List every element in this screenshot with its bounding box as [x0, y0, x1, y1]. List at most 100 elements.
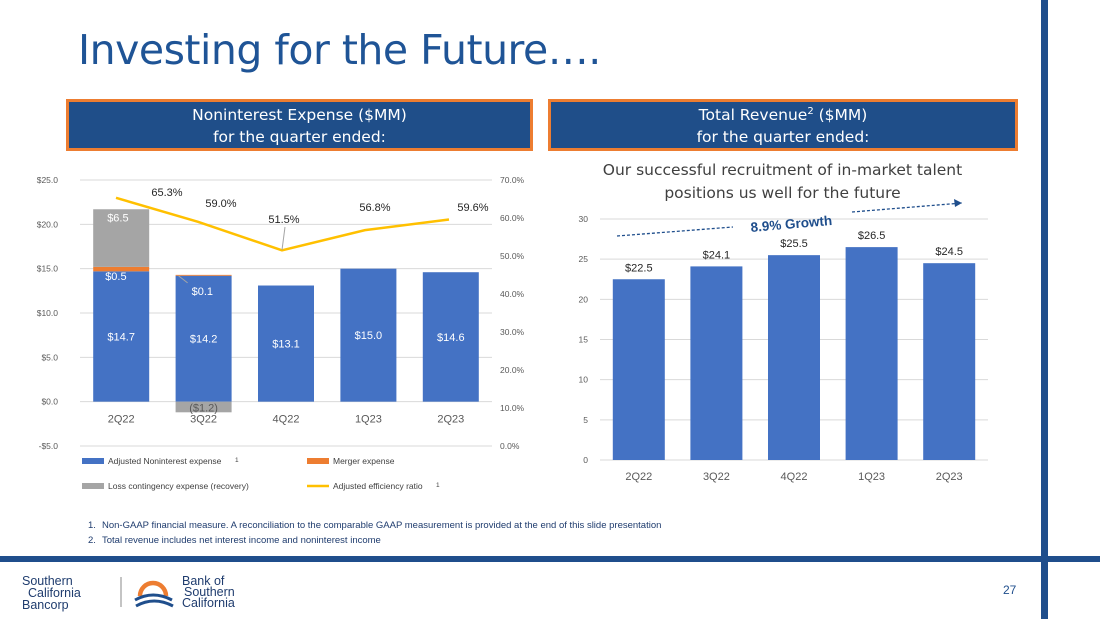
x-tick-label: 2Q23 — [936, 471, 963, 483]
revenue-subtitle-line2: positions us well for the future — [664, 184, 901, 202]
legend-footnote-efficiency: 1 — [436, 482, 440, 489]
footnote-1-number: 1. — [88, 520, 96, 531]
bar-merger-expense — [175, 274, 232, 276]
bar-adjusted-expense — [340, 268, 397, 402]
bar-adjusted-expense — [175, 275, 232, 402]
y2-tick-label: 60.0% — [500, 213, 525, 223]
bar-label-merger: $0.1 — [192, 286, 213, 298]
legend-label-adjusted: Adjusted Noninterest expense — [108, 456, 222, 466]
noninterest-expense-chart: -$5.0 $0.0 $5.0 $10.0 $15.0 $20.0 $25.0 0.0% 10.… — [37, 175, 525, 491]
x-tick-label: 4Q22 — [273, 414, 300, 426]
sun-wave-icon — [134, 580, 174, 608]
noninterest-header-line2: for the quarter ended: — [213, 128, 386, 146]
footer-logos: Southern California Bancorp Bank of Sout… — [22, 574, 235, 612]
footnote-1-text: Non-GAAP financial measure. A reconcilia… — [102, 520, 662, 531]
logo-right-line1: Bank of — [182, 574, 225, 588]
y-tick-label: 0 — [583, 455, 588, 465]
y2-tick-label: 0.0% — [500, 441, 520, 451]
revenue-header-footnote-ref: 2 — [807, 106, 814, 117]
logo-left-line2: California — [28, 586, 81, 600]
y2-tick-label: 50.0% — [500, 251, 525, 261]
revenue-bar-label: $24.5 — [935, 246, 963, 258]
y-tick-label: -$5.0 — [39, 441, 59, 451]
bar-loss-recovery — [175, 401, 232, 413]
bar-label-loss-recovery: ($1.2) — [189, 402, 218, 414]
footnote-2: 2. Total revenue includes net interest in… — [88, 533, 661, 548]
bar-label-adjusted: $15.0 — [355, 330, 383, 342]
bar-label-merger: $0.5 — [105, 271, 126, 283]
revenue-header-line1: Total Revenue2 ($MM) — [551, 104, 1015, 126]
x-tick-label: 1Q23 — [355, 414, 382, 426]
efficiency-ratio-line — [115, 196, 450, 252]
revenue-bar-label: $24.1 — [703, 249, 731, 261]
logo-right-line3: California — [182, 596, 235, 610]
revenue-bar — [612, 279, 665, 460]
bar-label-loss-contingency: $6.5 — [107, 212, 128, 224]
efficiency-ratio-label: 56.8% — [359, 202, 390, 214]
legend-label-merger: Merger expense — [333, 456, 395, 466]
page-title: Investing for the Future…. — [78, 26, 601, 74]
logo-left-line3: Bancorp — [22, 598, 69, 612]
x-tick-label: 2Q23 — [437, 414, 464, 426]
x-tick-label: 1Q23 — [858, 471, 885, 483]
revenue-bar — [923, 263, 976, 460]
x-tick-label: 2Q22 — [108, 414, 135, 426]
legend-swatch-merger — [307, 458, 329, 464]
bar-label-adjusted: $13.1 — [272, 339, 300, 351]
bar-label-adjusted: $14.2 — [190, 334, 218, 346]
y-tick-label: 15 — [579, 335, 589, 345]
footnote-2-text: Total revenue includes net interest inco… — [102, 535, 381, 546]
merger-label-leader — [178, 275, 188, 284]
southern-california-bancorp-logo: Southern California Bancorp — [22, 574, 81, 612]
revenue-header-unit: ($MM) — [813, 106, 868, 124]
bar-adjusted-expense — [93, 271, 150, 402]
x-tick-label: 3Q22 — [190, 414, 217, 426]
legend-label-efficiency: Adjusted efficiency ratio — [333, 481, 423, 491]
footnote-1: 1. Non-GAAP financial measure. A reconcil… — [88, 518, 661, 533]
revenue-subtitle-line1: Our successful recruitment of in-market … — [602, 161, 963, 179]
revenue-bar — [845, 247, 898, 460]
bar-merger-expense — [93, 266, 150, 272]
footer-bar — [0, 556, 1100, 562]
efficiency-ratio-label: 59.6% — [457, 202, 488, 214]
bar-adjusted-expense — [422, 272, 479, 402]
legend-swatch-adjusted — [82, 458, 104, 464]
x-tick-label: 2Q22 — [625, 471, 652, 483]
growth-arrow-left — [616, 226, 734, 237]
noninterest-header-line1: Noninterest Expense ($MM) — [192, 106, 407, 124]
total-revenue-header: Total Revenue2 ($MM) for the quarter end… — [548, 99, 1018, 151]
x-tick-label: 4Q22 — [781, 471, 808, 483]
y2-tick-label: 70.0% — [500, 175, 525, 185]
y-tick-label: 5 — [583, 415, 588, 425]
y-tick-label: $25.0 — [37, 175, 59, 185]
total-revenue-chart: 0 5 10 15 20 25 30 $22.5 2Q22 $24.1 3Q22 $25.5 4Q22 $… — [579, 199, 988, 483]
logo-left-line1: Southern — [22, 574, 73, 588]
legend-label-loss: Loss contingency expense (recovery) — [108, 481, 249, 491]
bank-of-southern-california-logo: Bank of Southern California — [134, 574, 235, 610]
efficiency-label-leader — [281, 226, 286, 251]
efficiency-ratio-label: 51.5% — [268, 214, 299, 226]
footnote-2-number: 2. — [88, 535, 96, 546]
y-tick-label: 10 — [579, 375, 589, 385]
page-number: 27 — [1003, 583, 1017, 597]
x-tick-label: 3Q22 — [703, 471, 730, 483]
revenue-header-line2: for the quarter ended: — [696, 128, 870, 146]
bar-label-adjusted: $14.6 — [437, 332, 465, 344]
revenue-bar-label: $25.5 — [780, 238, 808, 250]
growth-label: 8.9% Growth — [750, 213, 833, 235]
efficiency-ratio-label: 59.0% — [205, 198, 236, 210]
footnotes: 1. Non-GAAP financial measure. A reconcil… — [88, 518, 661, 548]
revenue-bar — [690, 266, 743, 460]
legend-footnote-adjusted: 1 — [235, 457, 239, 464]
y-tick-label: 20 — [579, 294, 589, 304]
noninterest-expense-header: Noninterest Expense ($MM) for the quarte… — [66, 99, 533, 151]
growth-arrowhead-icon — [954, 199, 962, 207]
y2-tick-label: 10.0% — [500, 403, 525, 413]
y-tick-label: $20.0 — [37, 219, 59, 229]
revenue-header-text: Total Revenue — [698, 106, 808, 124]
y-tick-label: $10.0 — [37, 308, 59, 318]
legend-swatch-loss — [82, 483, 104, 489]
bar-loss-contingency — [93, 209, 150, 267]
y-tick-label: 30 — [579, 214, 589, 224]
y-tick-label: 25 — [579, 254, 589, 264]
